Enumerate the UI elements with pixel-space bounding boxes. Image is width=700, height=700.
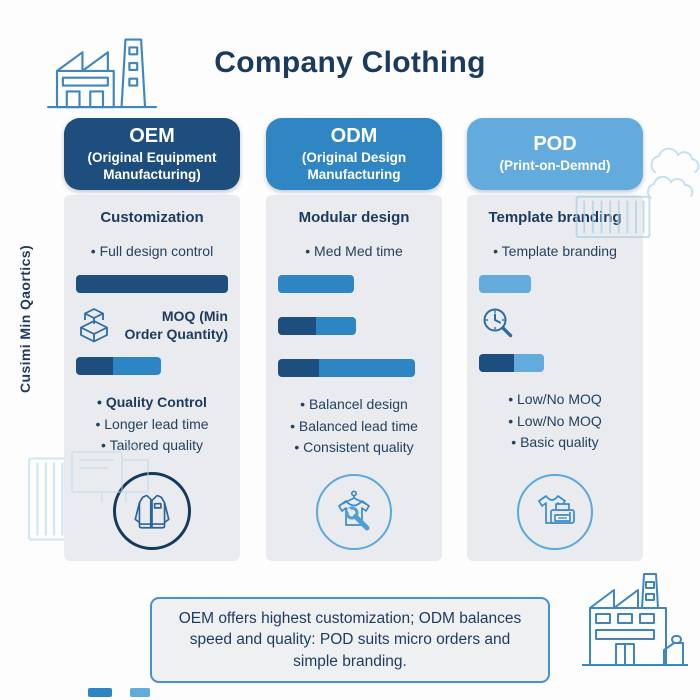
odm-bar-1 xyxy=(278,275,354,293)
oem-badge xyxy=(113,472,191,550)
list-item: • Tailored quality xyxy=(101,437,203,454)
tshirt-wrench-icon xyxy=(338,490,370,531)
odm-bar-2 xyxy=(278,317,356,335)
pod-column: POD (Print-on-Demnd) Template branding •… xyxy=(467,118,643,561)
oem-bar-customization xyxy=(76,275,228,293)
odm-abbr: ODM xyxy=(330,124,378,147)
odm-full-name: (Original Design Manufacturing xyxy=(301,149,407,182)
oem-bar-moq xyxy=(76,357,162,375)
list-item: • Quality Control xyxy=(97,394,207,410)
oem-moq-row: MOQ (Min Order Quantity) xyxy=(76,307,228,347)
tshirt-printer-icon xyxy=(538,495,575,524)
pod-top-bullet: • Template branding xyxy=(493,243,617,259)
factory-icon xyxy=(582,573,688,666)
pod-abbr: POD xyxy=(533,133,577,156)
odm-panel: Modular design • Med Med time • Balancel… xyxy=(266,195,442,561)
vertical-axis-label: Cusimi Min Qaortics) xyxy=(17,244,33,394)
pod-badge xyxy=(517,474,593,550)
clock-magnifier-icon xyxy=(483,308,513,338)
list-item: • Balanced lead time xyxy=(290,417,418,434)
oem-bullets: • Quality Control • Longer lead time • T… xyxy=(76,392,228,457)
pod-feature-heading: Template branding xyxy=(488,209,622,226)
pod-full-name: (Print-on-Demnd) xyxy=(499,158,611,174)
odm-column: ODM (Original Design Manufacturing Modul… xyxy=(266,118,442,561)
pod-bar-2 xyxy=(479,354,545,372)
odm-bullets: • Balancel design • Balanced lead time •… xyxy=(278,394,430,459)
oem-top-bullet: • Full design control xyxy=(90,243,214,259)
oem-moq-label: MOQ (Min Order Quantity) xyxy=(124,308,228,343)
list-item: • Low/No MOQ xyxy=(508,391,602,407)
list-item: • Longer lead time xyxy=(95,415,209,432)
marker-icon xyxy=(88,688,150,697)
pod-bar-1 xyxy=(479,275,531,293)
oem-abbr: OEM xyxy=(129,124,175,147)
list-item: • Balancel design xyxy=(300,396,408,412)
boxes-icon xyxy=(80,308,108,343)
oem-panel: Customization • Full design control MOQ … xyxy=(64,195,240,561)
pod-bullets: • Low/No MOQ • Low/No MOQ • Basic qualit… xyxy=(479,389,631,454)
list-item: • Basic quality xyxy=(511,434,599,451)
cloud-icon xyxy=(647,147,700,199)
odm-badge xyxy=(316,474,392,550)
odm-bar-3 xyxy=(278,359,415,377)
odm-top-bullet: • Med Med time xyxy=(305,243,403,259)
page-title: Company Clothing xyxy=(214,46,486,79)
pod-panel: Template branding • Template branding • … xyxy=(467,195,643,561)
odm-header: ODM (Original Design Manufacturing xyxy=(266,118,442,190)
oem-header: OEM (Original Equipment Manufacturing) xyxy=(64,118,240,190)
pod-header: POD (Print-on-Demnd) xyxy=(467,118,643,190)
list-item: • Consistent quality xyxy=(294,439,414,456)
oem-column: OEM (Original Equipment Manufacturing) C… xyxy=(64,118,240,561)
oem-feature-heading: Customization xyxy=(100,209,204,226)
summary-caption: OEM offers highest customization; ODM ba… xyxy=(150,597,550,684)
odm-feature-heading: Modular design xyxy=(298,209,410,226)
oem-full-name: (Original Equipment Manufacturing) xyxy=(87,149,217,182)
jacket-icon xyxy=(134,494,170,529)
list-item: • Low/No MOQ xyxy=(508,412,602,429)
